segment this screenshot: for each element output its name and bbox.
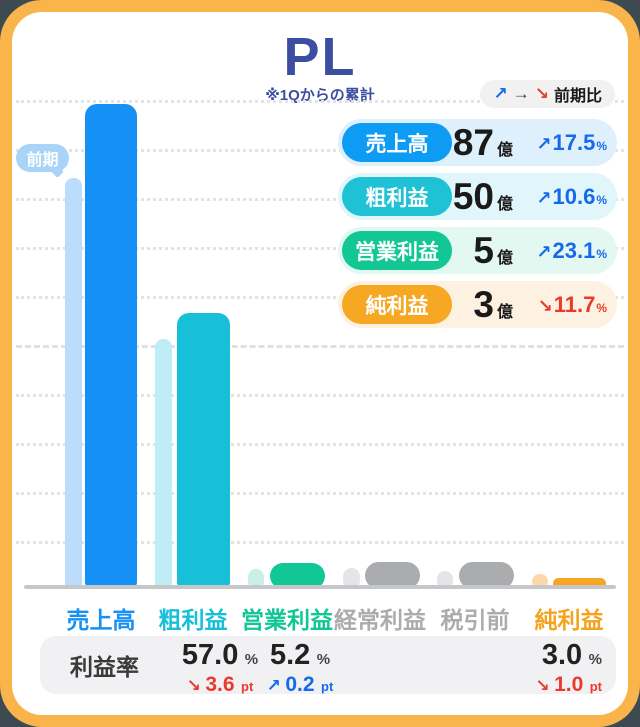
gridline	[16, 247, 624, 250]
stat-change-unit: %	[596, 192, 607, 207]
stat-value-unit: 億	[496, 196, 513, 213]
stat-change-number: 17.5	[552, 129, 596, 155]
axis-label-2: 粗利益	[158, 607, 228, 633]
profit-rate-operating: 5.2 % ↗ 0.2 pt	[255, 641, 345, 697]
stat-change: ↘ 11.7 %	[519, 292, 607, 318]
bar-prev-1	[65, 178, 82, 589]
stat-change: ↗ 23.1 %	[519, 238, 607, 264]
legend-label: 前期比	[553, 88, 602, 105]
profit-rate-delta: ↗ 0.2 pt	[266, 673, 334, 696]
profit-rate-delta: ↘ 3.6 pt	[186, 673, 254, 696]
bar-cur-1	[85, 104, 137, 589]
stat-pill-net-profit: 純利益	[342, 285, 452, 324]
stat-value-number: 5	[473, 230, 494, 271]
trend-up-icon: ↗	[536, 187, 552, 208]
stat-card-sales: 売上高 87 億 ↗ 17.5 %	[338, 119, 617, 166]
axis-label-4: 経常利益	[334, 607, 426, 633]
stat-card-net-profit: 純利益 3 億 ↘ 11.7 %	[338, 281, 617, 328]
bar-cur-2	[177, 313, 230, 589]
gridline	[16, 296, 624, 299]
gridline	[16, 492, 624, 495]
stat-value: 87 億	[452, 124, 519, 161]
profit-rate-delta: ↘ 1.0 pt	[535, 673, 602, 696]
bar-prev-5	[437, 571, 453, 589]
trend-down-icon: ↘	[537, 295, 553, 316]
gridline	[16, 443, 624, 446]
axis-label-6: 純利益	[534, 607, 604, 633]
bar-prev-2	[155, 339, 172, 589]
prev-period-badge: 前期	[16, 144, 69, 172]
stat-change-unit: %	[596, 300, 607, 315]
profit-rate-value: 3.0 %	[541, 639, 602, 671]
bar-cur-3	[270, 563, 325, 589]
stat-pill-sales: 売上高	[342, 123, 452, 162]
stat-value: 3 億	[452, 286, 519, 323]
bar-prev-3	[248, 569, 264, 589]
stat-value: 5 億	[452, 232, 519, 269]
stat-card-operating-profit: 営業利益 5 億 ↗ 23.1 %	[338, 227, 617, 274]
axis-label-3: 営業利益	[241, 607, 333, 633]
page-title: PL	[283, 27, 357, 87]
stat-change-number: 11.7	[553, 291, 596, 317]
stat-value-unit: 億	[496, 142, 513, 159]
stat-value-number: 87	[452, 122, 494, 163]
trend-up-icon: ↗	[266, 676, 281, 695]
profit-rate-box: 利益率 57.0 % ↘ 3.6 pt 5.2 % ↗ 0.2 pt 3.0 %…	[40, 636, 616, 697]
profit-rate-net: 3.0 % ↘ 1.0 pt	[482, 641, 602, 697]
profit-rate-gross: 57.0 % ↘ 3.6 pt	[140, 641, 300, 697]
arrow-down-icon: ↘	[534, 84, 549, 103]
gridline	[16, 198, 624, 201]
bar-prev-4	[343, 568, 360, 589]
stat-change-number: 23.1	[552, 237, 596, 263]
gridline	[16, 100, 624, 103]
bar-cur-5	[459, 562, 514, 589]
trend-down-icon: ↘	[186, 676, 201, 695]
stat-value-unit: 億	[496, 304, 513, 321]
stat-change-number: 10.6	[552, 183, 596, 209]
bar-cur-4	[365, 562, 420, 589]
gridline	[16, 149, 624, 152]
profit-rate-value: 5.2 %	[269, 639, 331, 671]
axis-label-1: 売上高	[66, 607, 136, 633]
stat-change: ↗ 10.6 %	[519, 184, 607, 210]
stat-value-unit: 億	[496, 250, 513, 267]
trend-up-icon: ↗	[536, 133, 552, 154]
gridline	[16, 345, 624, 348]
stat-pill-gross-profit: 粗利益	[342, 177, 452, 216]
trend-down-icon: ↘	[535, 676, 550, 695]
trend-up-icon: ↗	[536, 241, 552, 262]
x-axis-line	[24, 585, 616, 589]
stat-value-number: 50	[452, 176, 494, 217]
stat-change: ↗ 17.5 %	[519, 130, 607, 156]
gridline	[16, 541, 624, 544]
stat-change-unit: %	[596, 138, 607, 153]
legend-pill: ↗ → ↘ 前期比	[480, 80, 615, 108]
bar-cur-6	[553, 578, 606, 589]
stat-pill-operating-profit: 営業利益	[342, 231, 452, 270]
axis-label-5: 税引前	[440, 607, 510, 633]
page-subtitle: ※1Qからの累計	[265, 87, 375, 104]
stat-value: 50 億	[452, 178, 519, 215]
arrow-up-icon: ↗	[493, 84, 508, 103]
arrow-flat-icon: →	[512, 84, 530, 103]
profit-rate-value: 57.0 %	[181, 639, 259, 671]
stat-card-gross-profit: 粗利益 50 億 ↗ 10.6 %	[338, 173, 617, 220]
stat-change-unit: %	[596, 246, 607, 261]
stat-value-number: 3	[473, 284, 494, 325]
gridline	[16, 394, 624, 397]
profit-rate-label: 利益率	[70, 654, 139, 680]
